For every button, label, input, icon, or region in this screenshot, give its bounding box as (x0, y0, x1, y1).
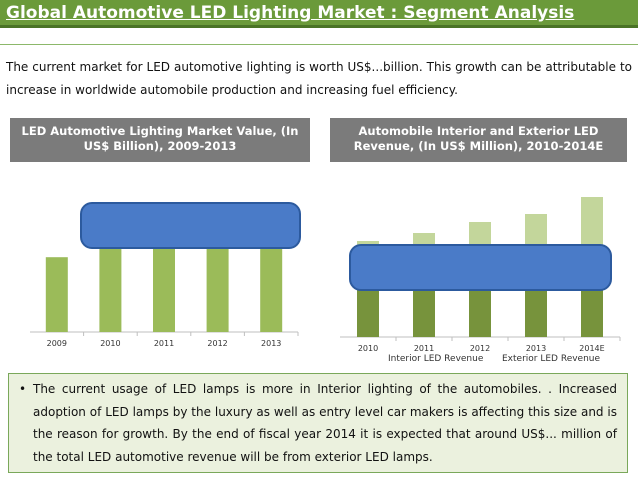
x-tick-label: 2011 (154, 339, 174, 348)
bullet-item: • The current usage of LED lamps is more… (19, 378, 617, 468)
title-divider (0, 44, 638, 45)
right-chart-heading: Automobile Interior and Exterior LED Rev… (330, 118, 627, 162)
bullet-box: • The current usage of LED lamps is more… (8, 373, 628, 473)
bar-2011 (153, 238, 175, 332)
bar-2009 (45, 257, 68, 332)
x-tick-label: 2013 (526, 344, 546, 353)
x-tick-label: 2011 (414, 344, 434, 353)
intro-paragraph: The current market for LED automotive li… (6, 60, 632, 97)
x-tick-label: 2010 (100, 339, 120, 348)
legend-exterior: Exterior LED Revenue (502, 354, 600, 364)
x-tick-label: 2012 (470, 344, 490, 353)
legend-interior: Interior LED Revenue (388, 354, 484, 364)
bullet-marker: • (19, 382, 27, 396)
x-tick-label: 2013 (261, 339, 281, 348)
right-chart-overlay-box (349, 244, 612, 291)
x-tick-label: 2012 (207, 339, 227, 348)
title-bar: Global Automotive LED Lighting Market : … (0, 0, 638, 28)
left-chart-overlay-box (80, 202, 301, 249)
x-tick-label: 2010 (358, 344, 378, 353)
x-tick-label: 2014E (579, 344, 604, 353)
market-value-chart: 2009 2010 2011 2012 2013 (30, 227, 299, 348)
bar-2012 (206, 233, 229, 332)
x-tick-label: 2009 (47, 339, 67, 348)
interior-bar-2010 (357, 277, 379, 337)
bar-2010 (99, 244, 122, 332)
left-chart-heading: LED Automotive Lighting Market Value, (I… (10, 118, 310, 162)
page-title: Global Automotive LED Lighting Market : … (6, 3, 575, 23)
bar-2013 (260, 227, 283, 332)
bullet-text: The current usage of LED lamps is more i… (33, 382, 617, 464)
